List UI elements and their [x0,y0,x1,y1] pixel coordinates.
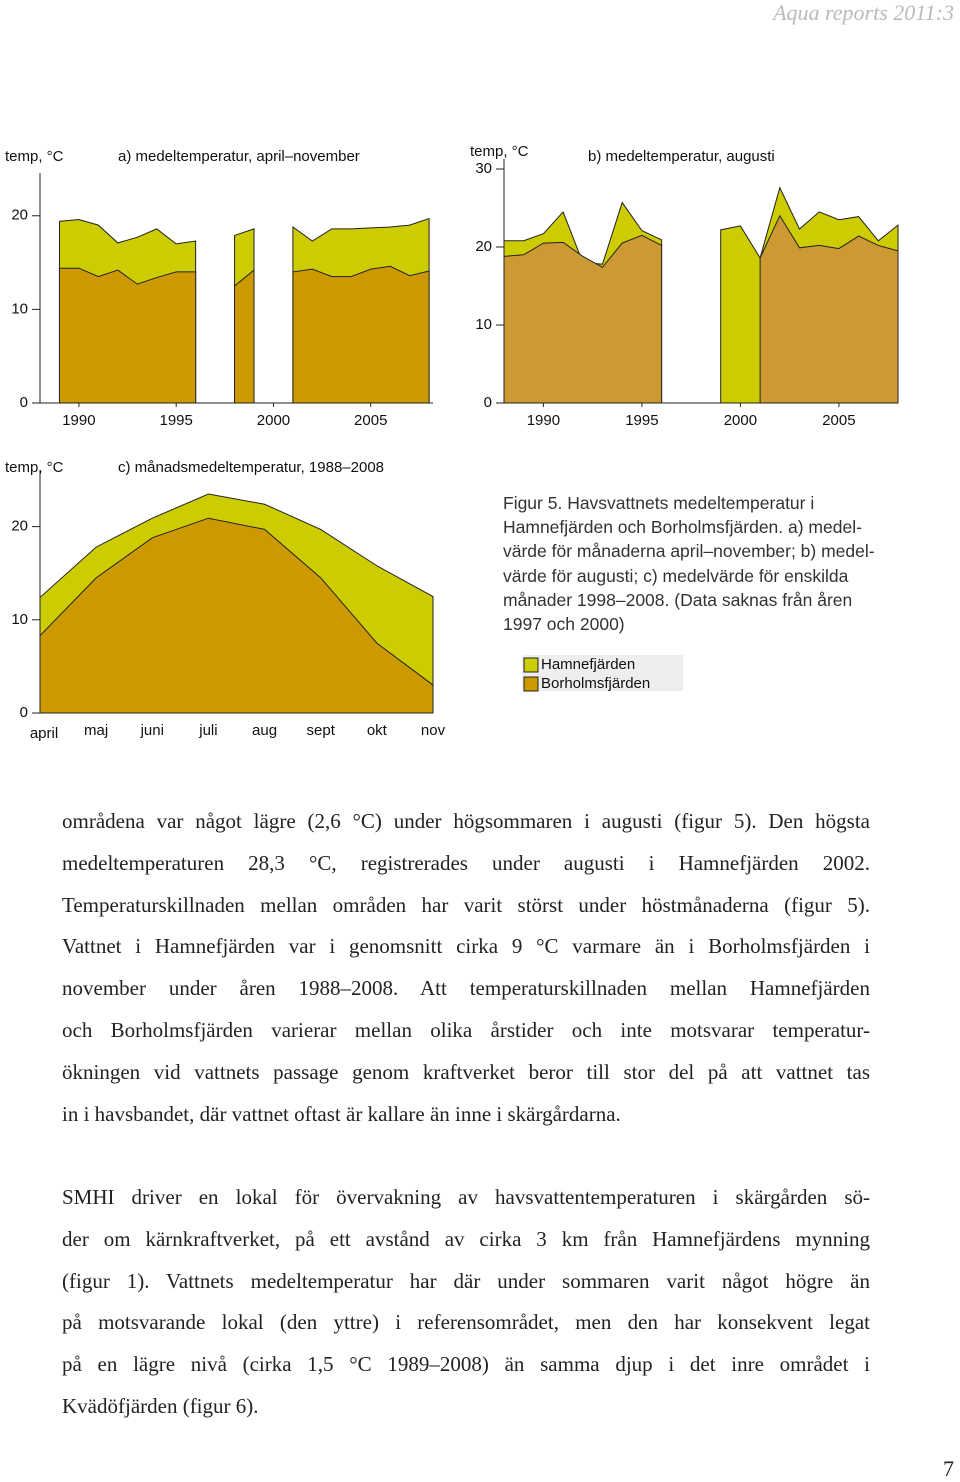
legend: Hamnefjärden Borholmsfjärden [522,655,683,692]
x-tick-label: 2005 [822,412,855,429]
y-tick-label: 0 [484,394,492,411]
y-tick-label: 20 [11,207,28,224]
legend-box [522,655,683,691]
caption-line: 1997 och 2000) [503,614,625,634]
paragraph-line: der om kärnkraftverket, på ett avstånd a… [62,1226,870,1251]
x-tick-label: 2000 [257,412,290,429]
area [503,214,899,404]
caption-line: månader 1998–2008. (Data saknas från åre… [503,589,853,610]
paragraph-line: Vattnet i Hamnefjärden var i genomsnitt … [62,934,870,959]
y-tick-label: 0 [20,704,28,721]
paragraph-line: Kvädöfjärden (figur 6). [62,1394,259,1418]
y-tick-label: 10 [11,611,28,628]
legend-swatch [523,657,539,673]
paragraph-line: SMHI driver en lokal för övervakning av … [62,1185,870,1209]
chart-title: b) medeltemperatur, augusti [588,148,775,165]
x-tick-label: sept [307,722,336,739]
paragraph-line: november under åren 1988–2008. Att tempe… [62,976,870,1001]
paragraph-line: områdena var något lägre (2,6 °C) under … [62,809,870,833]
area [58,265,430,404]
y-tick-label: 30 [475,160,492,177]
y-axis-label: temp, °C [5,459,64,476]
chart-title: c) månadsmedeltemperatur, 1988–2008 [118,459,384,476]
x-tick-label: 1995 [160,412,193,429]
paragraph-line: medeltemperaturen 28,3 °C, registrerades… [62,850,870,875]
y-tick-label: 20 [475,238,492,255]
x-tick-label: maj [84,722,108,739]
x-tick-label: april [30,725,58,742]
caption-line: Figur 5. Havsvattnets medeltemperatur i [503,493,815,513]
y-tick-label: 10 [475,316,492,333]
paragraph-line: (figur 1). Vattnets medeltemperatur har … [62,1268,870,1293]
paragraph-line: Temperaturskillnaden mellan områden har … [62,892,870,917]
x-tick-label: 1990 [62,412,95,429]
caption-line: värde för månaderna april–november; b) m… [503,541,875,562]
caption-line: Hamnefjärden och Borholmsfjärden. a) med… [503,517,862,538]
x-tick-label: okt [367,722,388,739]
running-header: Aqua reports 2011:3 [773,0,954,25]
y-tick-label: 20 [11,518,28,535]
chart-title: a) medeltemperatur, april–november [118,148,360,165]
x-tick-label: 1995 [625,412,658,429]
x-tick-label: aug [252,722,277,739]
paragraph-line: ökningen vid vattnets passage genom kraf… [62,1059,870,1084]
legend-label: Hamnefjärden [541,656,635,673]
legend-swatch [523,676,539,692]
area [39,517,434,714]
paragraph-line: på en lägre nivå (cirka 1,5 °C 1989–2008… [62,1352,870,1377]
x-tick-label: nov [421,722,446,739]
y-tick-label: 0 [20,394,28,411]
x-tick-label: 1990 [527,412,560,429]
y-axis-label: temp, °C [5,148,64,165]
x-tick-label: juni [140,722,164,739]
x-tick-label: 2000 [724,412,757,429]
legend-label: Borholmsfjärden [541,675,650,692]
x-tick-label: juli [198,722,217,739]
paragraph-line: och Borholmsfjärden varierar mellan olik… [62,1018,870,1042]
page-number: 7 [943,1456,954,1481]
y-tick-label: 10 [11,300,28,317]
x-tick-label: 2005 [354,412,387,429]
paragraph-line: på motsvarande lokal (den yttre) i refer… [62,1310,870,1335]
caption-line: värde för augusti; c) medelvärde för ens… [503,565,849,586]
paragraph-line: in i havsbandet, där vattnet oftast är k… [62,1101,621,1126]
y-axis-label: temp, °C [470,143,529,160]
